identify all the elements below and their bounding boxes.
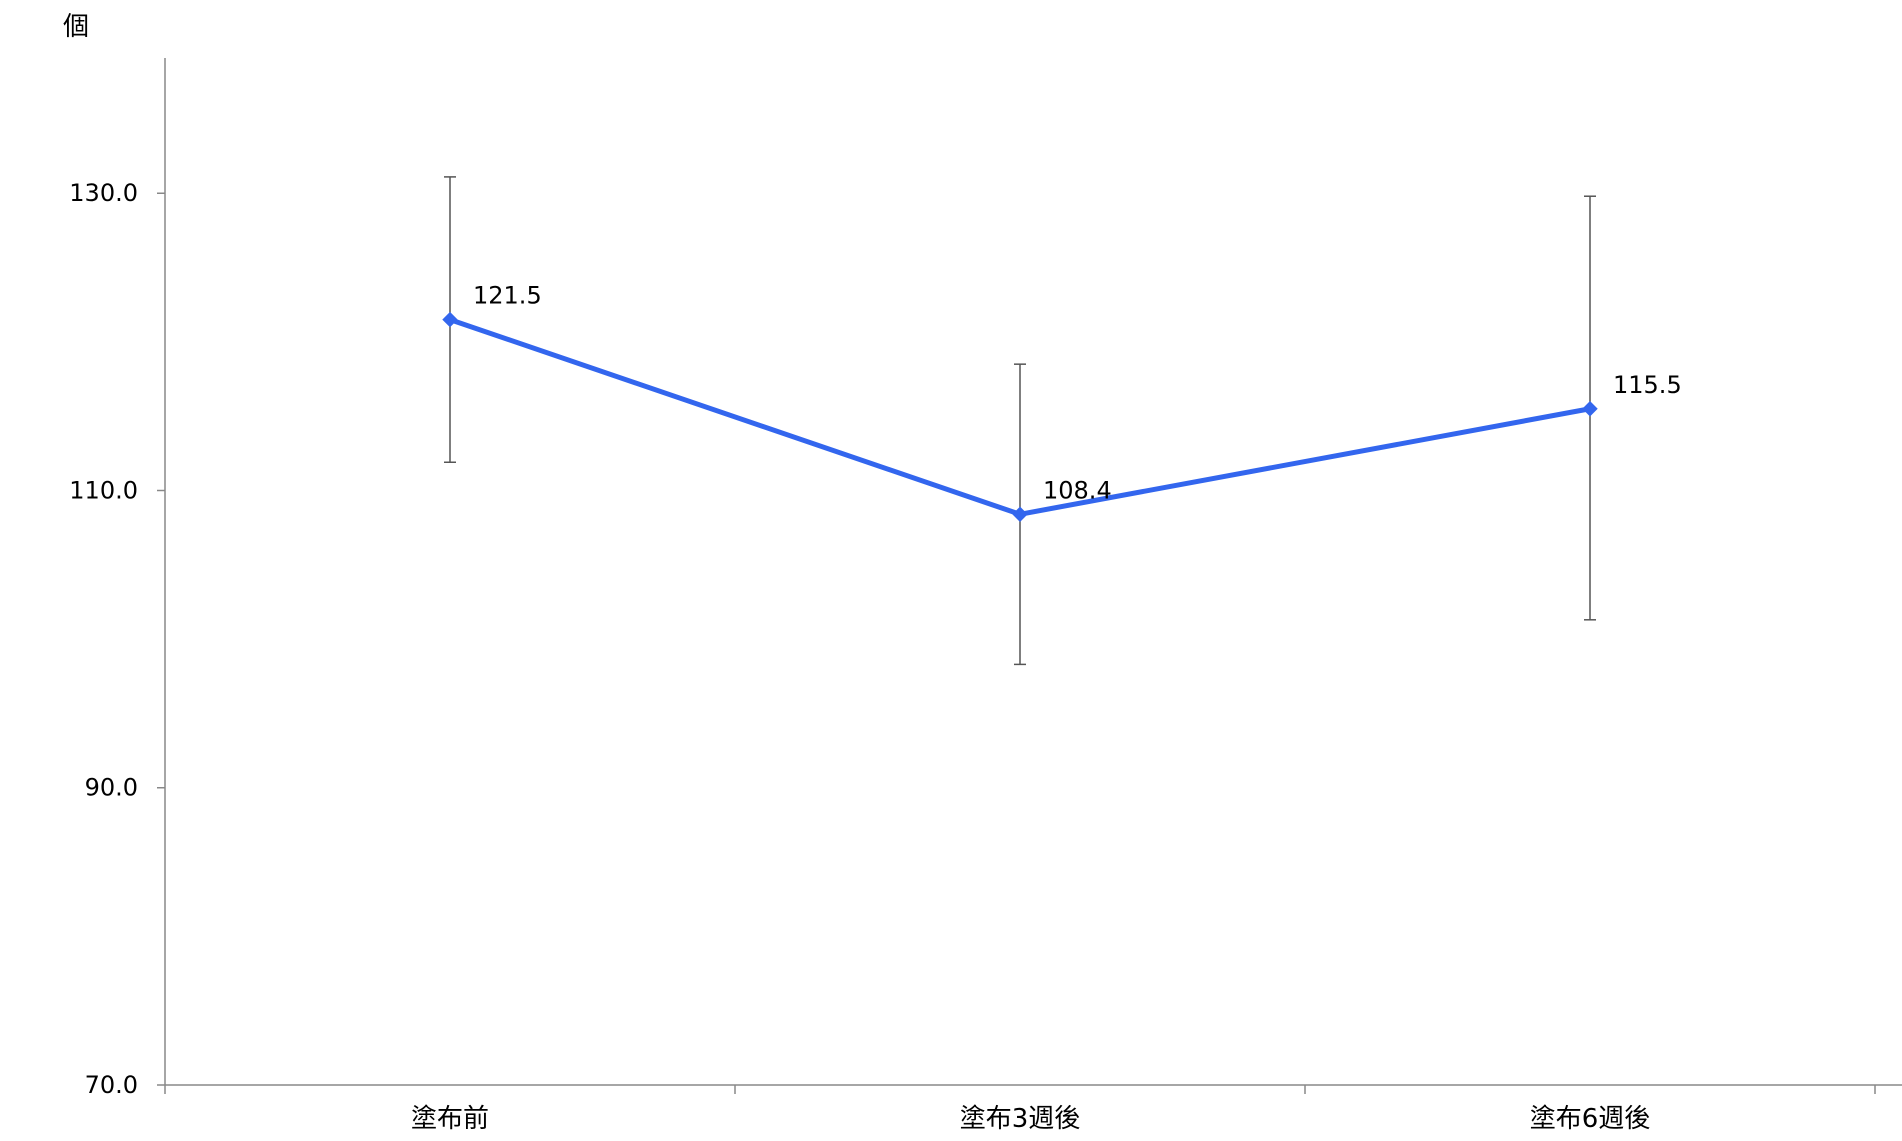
axes bbox=[164, 58, 1902, 1086]
x-tick-label: 塗布6週後 bbox=[1530, 1104, 1651, 1134]
y-tick-label: 130.0 bbox=[69, 179, 138, 207]
error-bars bbox=[444, 176, 1596, 666]
x-tick-label: 塗布3週後 bbox=[960, 1104, 1081, 1134]
data-point-marker bbox=[1012, 506, 1028, 522]
y-axis-ticks: 70.0 90.0 110.0 130.0 bbox=[69, 179, 165, 1099]
data-label: 115.5 bbox=[1613, 371, 1682, 399]
series-group bbox=[442, 311, 1598, 522]
data-label: 121.5 bbox=[473, 282, 542, 310]
y-axis-unit-label: 個 bbox=[63, 12, 89, 42]
data-label: 108.4 bbox=[1043, 476, 1112, 504]
data-point-marker bbox=[1582, 401, 1598, 417]
y-tick-label: 110.0 bbox=[69, 476, 138, 504]
y-tick-label: 90.0 bbox=[85, 774, 138, 802]
x-tick-label: 塗布前 bbox=[411, 1104, 489, 1134]
data-point-marker bbox=[442, 311, 458, 328]
data-labels: 121.5 108.4 115.5 bbox=[473, 282, 1682, 505]
y-tick-label: 70.0 bbox=[85, 1071, 138, 1099]
x-axis-ticks: 塗布前 塗布3週後 塗布6週後 bbox=[164, 1085, 1876, 1134]
